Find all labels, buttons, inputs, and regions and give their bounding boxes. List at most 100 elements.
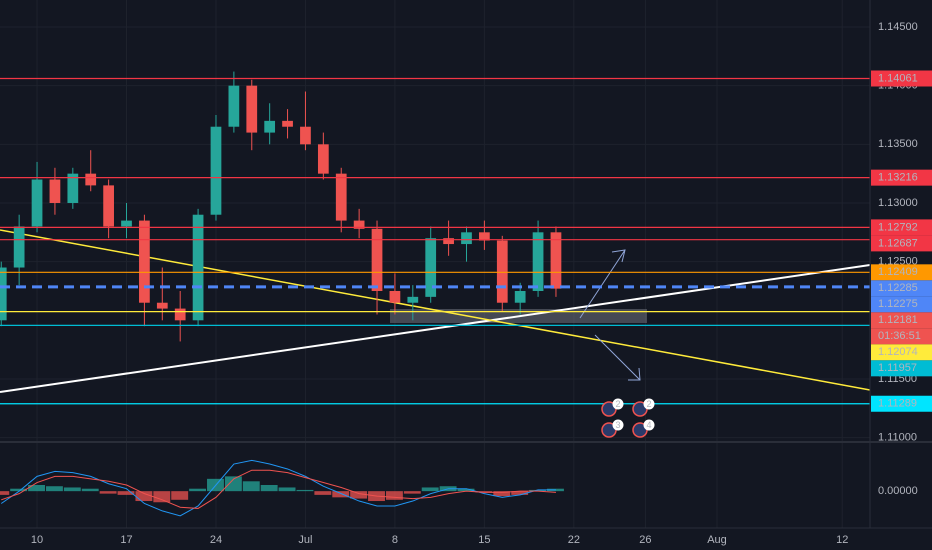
candle-body [192, 214, 204, 321]
x-tick-label: 22 [568, 534, 580, 546]
price-label-box [871, 169, 932, 186]
candle-body [371, 228, 383, 291]
histogram-bar [224, 476, 242, 492]
histogram-bar [475, 491, 493, 493]
price-label: 1.12181 [878, 314, 918, 326]
histogram-bar [63, 487, 81, 492]
histogram-bar [171, 491, 189, 500]
event-count: 2 [615, 399, 620, 409]
countdown: 01:36:51 [878, 330, 921, 342]
price-label: 1.12409 [878, 266, 918, 278]
candle-body [335, 173, 347, 221]
price-label-box [871, 235, 932, 252]
histogram-bar [28, 485, 45, 492]
price-label: 1.13216 [878, 172, 918, 184]
histogram-bar [314, 491, 332, 495]
x-tick-label: 10 [31, 534, 43, 546]
price-label: 1.12285 [878, 282, 918, 294]
x-tick-label: Jul [298, 534, 312, 546]
histogram-bar [403, 491, 421, 494]
marks: 2 2 3 4 [0, 71, 870, 517]
candle-body [85, 173, 97, 186]
y-tick-label: 1.13500 [878, 138, 918, 150]
candle-body [31, 179, 43, 227]
histogram-bar [99, 491, 117, 494]
histogram-bar [81, 488, 99, 492]
candle-body [156, 302, 168, 309]
histogram-bar [242, 481, 260, 492]
histogram-bar [296, 489, 314, 492]
histogram-bar [332, 491, 350, 498]
event-badge [612, 398, 624, 410]
histogram-bar [135, 491, 153, 502]
y-tick-label: 1.14500 [878, 21, 918, 33]
candle-body [300, 126, 311, 145]
candle-body [443, 238, 454, 245]
histogram-bar [117, 491, 135, 495]
macd-line [1, 469, 556, 509]
histogram-bar [350, 491, 368, 499]
event-badge [643, 398, 655, 410]
price-label: 1.14061 [878, 72, 918, 84]
price-label: 1.12687 [878, 237, 918, 249]
event-badge [612, 419, 624, 431]
candle-body [496, 240, 508, 303]
price-label: 1.11957 [878, 362, 917, 374]
candle-body [532, 232, 544, 291]
price-label: 1.12792 [878, 221, 918, 233]
histogram-bar [45, 486, 63, 492]
candle-body [139, 220, 150, 303]
y-tick-label: 1.13000 [878, 197, 918, 209]
event-count: 4 [646, 420, 651, 430]
arrow [579, 249, 626, 319]
price-label-box [871, 219, 932, 236]
x-tick-label: 17 [120, 534, 132, 546]
price-label: 1.12074 [878, 346, 918, 358]
x-tick-label: 15 [478, 534, 490, 546]
candle-body [228, 85, 240, 127]
candle-body [353, 220, 365, 229]
labels: 101724Jul8152226Aug121.145001.140001.135… [31, 21, 932, 546]
candle-body [246, 85, 258, 133]
macd-line [0, 459, 556, 517]
x-tick-label: 26 [639, 534, 651, 546]
candle-body [317, 144, 329, 174]
candle-body [425, 238, 437, 297]
histogram-bar [457, 488, 475, 492]
candle-body [407, 296, 419, 303]
candle-body [103, 185, 114, 227]
candle-body [0, 267, 7, 321]
y-tick-label: 1.11000 [878, 432, 917, 444]
candle-body [389, 290, 401, 303]
histogram-bar [153, 491, 171, 503]
x-tick-label: 12 [836, 534, 848, 546]
price-label-box [871, 395, 932, 412]
candle-body [49, 179, 61, 203]
histogram-bar [421, 487, 439, 492]
candle-body [67, 173, 79, 203]
price-label: 1.11289 [878, 398, 917, 410]
candle-body [13, 226, 25, 268]
event-count: 3 [615, 420, 620, 430]
candle-body [550, 232, 562, 289]
price-label-box [871, 296, 932, 313]
candle-body [210, 126, 222, 215]
candle-body [479, 232, 490, 241]
x-tick-label: 24 [210, 534, 222, 546]
countdown-box [871, 328, 932, 345]
histogram-bar [493, 491, 511, 497]
x-tick-label: Aug [707, 534, 727, 546]
candle-body [121, 220, 132, 227]
price-label-box [871, 312, 932, 329]
histogram-bar [385, 491, 403, 500]
histogram-bar [278, 487, 296, 492]
histogram-bar [0, 491, 10, 495]
candle-body [264, 120, 276, 133]
event-count: 2 [646, 399, 651, 409]
price-label-box [871, 70, 932, 87]
x-tick-label: 8 [392, 534, 398, 546]
price-label: 1.12275 [878, 298, 918, 310]
histogram-bar [189, 488, 207, 492]
histogram-bar [10, 488, 28, 492]
